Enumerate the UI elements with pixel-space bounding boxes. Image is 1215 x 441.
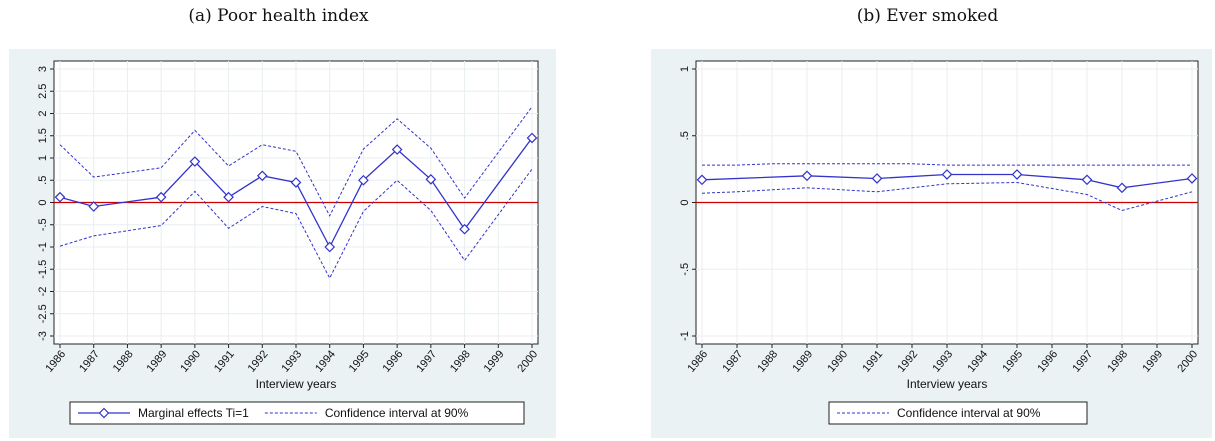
y-tick-label: -2 bbox=[37, 287, 49, 297]
y-tick-label: 0 bbox=[37, 199, 49, 205]
diamond-marker bbox=[1116, 182, 1128, 194]
ci-lower-line bbox=[701, 181, 1193, 212]
y-tick-label: 2 bbox=[37, 110, 49, 116]
marginal-effects-line bbox=[701, 173, 1193, 189]
diamond-marker bbox=[358, 174, 369, 186]
y-tick-label: -2.5 bbox=[37, 304, 49, 323]
diamond-marker bbox=[391, 144, 403, 155]
diamond-marker bbox=[1186, 173, 1198, 184]
y-tick-label: -3 bbox=[37, 331, 49, 341]
diamond-marker bbox=[155, 191, 167, 203]
diamond-marker bbox=[189, 156, 201, 167]
y-tick-label: 1.5 bbox=[37, 128, 49, 143]
subcaption-ever-smoked: (b) Ever smoked bbox=[856, 6, 999, 26]
y-tick-label: 2.5 bbox=[37, 84, 49, 99]
y-tick-label: .5 bbox=[37, 176, 49, 185]
diamond-marker bbox=[1081, 174, 1093, 186]
diamond-marker bbox=[290, 177, 302, 188]
legend-box bbox=[828, 401, 1088, 425]
legend: Confidence interval at 90% bbox=[828, 401, 1088, 425]
diamond-marker bbox=[54, 191, 66, 203]
x-axis-title: Interview years bbox=[256, 377, 337, 391]
legend-label: Confidence interval at 90% bbox=[325, 406, 469, 420]
diamond-marker bbox=[256, 170, 268, 182]
diamond-marker bbox=[425, 174, 437, 185]
y-tick-label: 3 bbox=[37, 66, 49, 72]
legend-label: Marginal effects Ti=1 bbox=[138, 406, 249, 420]
y-tick-label: 0 bbox=[679, 199, 691, 205]
diamond-marker bbox=[88, 201, 100, 212]
legend-diamond bbox=[98, 407, 110, 419]
diamond-marker bbox=[696, 174, 708, 186]
y-tick-label: -1 bbox=[37, 242, 49, 252]
diamond-marker bbox=[1011, 169, 1023, 180]
diamond-marker bbox=[801, 170, 813, 182]
diamond-marker bbox=[459, 223, 470, 235]
legend-label: Confidence interval at 90% bbox=[897, 406, 1041, 420]
y-tick-label: -1.5 bbox=[37, 260, 49, 279]
y-tick-label: -.5 bbox=[679, 263, 691, 276]
y-tick-label: 1 bbox=[679, 66, 691, 72]
x-axis-title: Interview years bbox=[907, 377, 988, 391]
diamond-marker bbox=[941, 169, 953, 180]
ci-lower-line bbox=[59, 168, 533, 280]
ci-upper-line bbox=[59, 106, 533, 217]
diamond-marker bbox=[871, 173, 883, 184]
ci-upper-line bbox=[702, 163, 1192, 166]
legend: Marginal effects Ti=1 Confidence interval… bbox=[69, 401, 525, 425]
diamond-marker bbox=[223, 191, 234, 203]
subcaption-poor-health: (a) Poor health index bbox=[188, 6, 369, 26]
y-tick-label: 1 bbox=[37, 155, 49, 161]
y-tick-label: -.5 bbox=[37, 218, 49, 231]
y-tick-label: .5 bbox=[679, 131, 691, 140]
diamond-marker bbox=[324, 241, 336, 253]
y-tick-label: -1 bbox=[679, 331, 691, 341]
diamond-marker bbox=[526, 132, 538, 144]
